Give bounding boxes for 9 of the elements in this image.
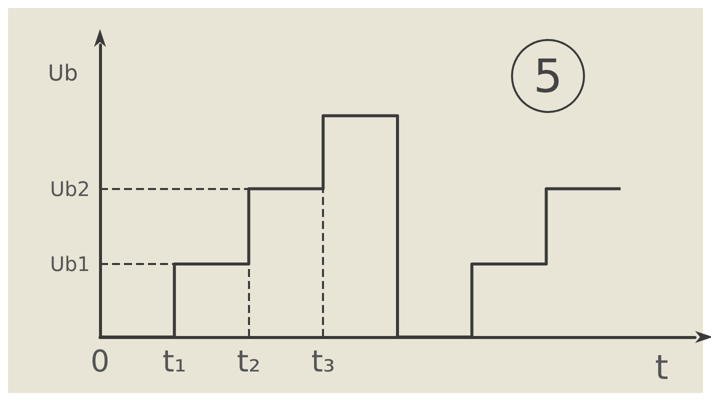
x-tick-label: t₂: [236, 344, 261, 380]
x-tick-label: t₃: [311, 344, 336, 380]
ref-line-label: Ub1: [50, 252, 90, 276]
x-tick-label: 0: [90, 344, 110, 380]
x-tick-label: t₁: [162, 344, 186, 380]
text: 5: [533, 49, 563, 103]
y-axis-title: Ub: [48, 62, 78, 86]
x-axis-title: t: [655, 348, 668, 388]
ref-line-label: Ub2: [50, 176, 90, 201]
